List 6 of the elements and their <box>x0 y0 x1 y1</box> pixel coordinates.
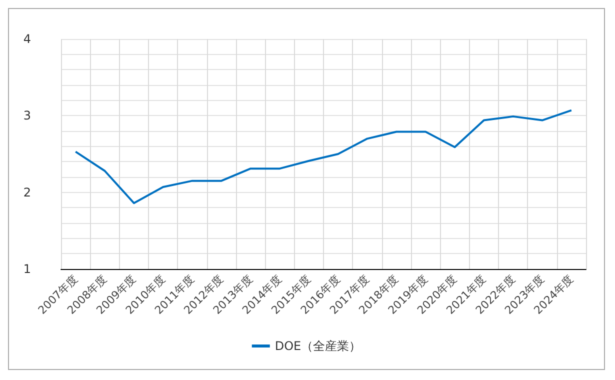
line-series <box>74 109 572 204</box>
y-tick-label: 2 <box>23 185 31 200</box>
legend-label: DOE（全産業） <box>274 339 362 353</box>
y-tick-label: 4 <box>23 32 31 46</box>
y-tick-label: 1 <box>23 262 31 276</box>
y-tick-label: 3 <box>23 108 31 123</box>
